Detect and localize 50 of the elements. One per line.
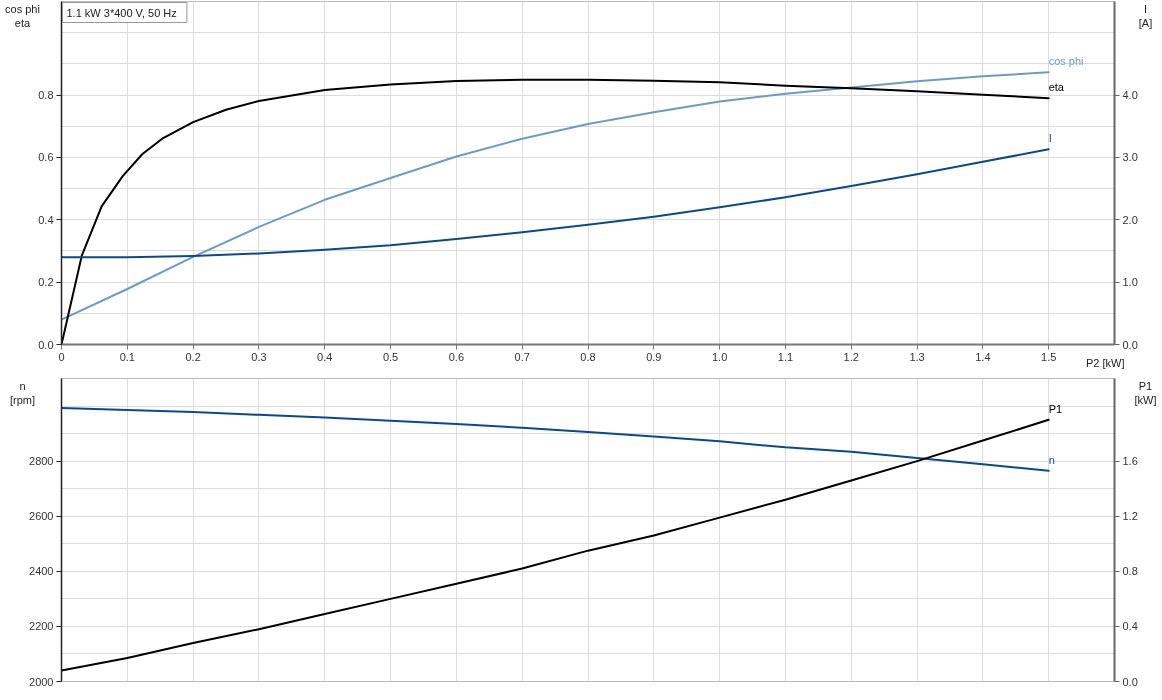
y2-tick-label: 2.0	[1122, 213, 1138, 226]
y2-tick-label: 1.2	[1122, 510, 1138, 523]
x-tick-label: 0.1	[119, 350, 135, 363]
line-series	[61, 148, 1050, 259]
y-axis-title: n [rpm]	[9, 379, 36, 406]
y2-tick-label: 1.6	[1122, 455, 1138, 468]
x-tick-label: 0.5	[382, 350, 399, 363]
x-tick-label: 0.4	[317, 350, 333, 363]
y-tick-label: 0.6	[38, 151, 54, 164]
y2-axis-title: I [A]	[1138, 2, 1153, 29]
y2-tick-label: 3.0	[1122, 151, 1138, 164]
y-tick-label: 0.2	[38, 276, 54, 289]
x-tick-label: 0.6	[448, 350, 465, 363]
line-series	[61, 418, 1050, 672]
series-label: n	[1048, 453, 1055, 466]
x-tick-label: 1.3	[909, 350, 925, 363]
y-axis-title: cos phi eta	[5, 2, 40, 29]
x-tick-label: 1.0	[711, 350, 728, 363]
series-label: cos phi	[1048, 55, 1084, 68]
x-tick-label: 0	[58, 350, 65, 363]
series-label: P1	[1048, 402, 1063, 415]
x-tick-label: 1.1	[777, 350, 794, 363]
y2-tick-label: 0.8	[1122, 565, 1138, 578]
x-tick-label: 0.9	[646, 350, 662, 363]
x-tick-label: 1.2	[843, 350, 859, 363]
y-tick-label: 2800	[29, 455, 54, 468]
y-tick-label: 2400	[29, 565, 54, 578]
x-tick-label: 0.2	[185, 350, 201, 363]
y-tick-label: 0.0	[38, 338, 54, 351]
y2-tick-label: 4.0	[1122, 89, 1138, 102]
y-tick-label: 0.4	[38, 213, 54, 226]
y-tick-label: 0.8	[38, 89, 54, 102]
x-tick-label: 0.7	[514, 350, 530, 363]
x-tick-label: 0.3	[251, 350, 267, 363]
series-label: eta	[1048, 81, 1065, 94]
y-tick-label: 2200	[29, 620, 54, 633]
y2-tick-label: 0.0	[1122, 338, 1138, 351]
y-tick-label: 2000	[29, 675, 54, 688]
x-tick-label: 1.4	[975, 350, 991, 363]
y-tick-label: 2600	[29, 510, 54, 523]
line-series	[61, 406, 1050, 472]
x-tick-label: 0.8	[580, 350, 596, 363]
y2-tick-label: 0.0	[1122, 675, 1138, 688]
x-tick-label: 1.5	[1041, 350, 1057, 363]
y2-axis-title: P1 [kW]	[1134, 379, 1157, 406]
y2-tick-label: 0.4	[1122, 620, 1138, 633]
y2-tick-label: 1.0	[1122, 276, 1138, 289]
x-axis-title: P2 [kW]	[1085, 356, 1125, 369]
series-label: I	[1048, 132, 1052, 145]
chart-title: 1.1 kW 3*400 V, 50 Hz	[66, 6, 177, 19]
